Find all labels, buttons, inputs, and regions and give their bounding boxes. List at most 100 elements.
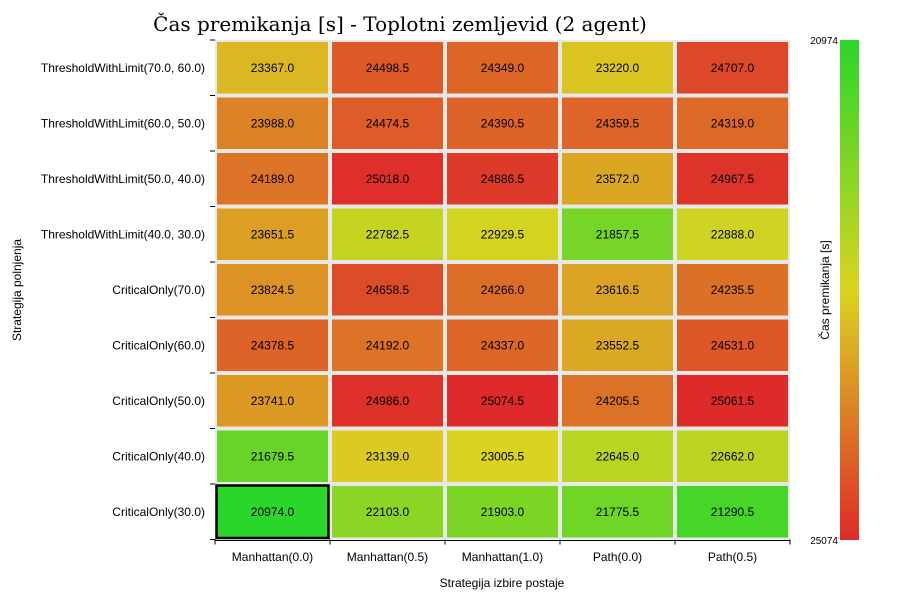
heatmap-cell — [217, 208, 328, 260]
cell-value-label: 24337.0 — [481, 338, 525, 352]
heatmap-cell — [677, 153, 788, 205]
cell-value-label: 24319.0 — [711, 116, 755, 130]
heatmap-cell — [562, 319, 673, 371]
cell-value-label: 24658.5 — [366, 283, 410, 297]
heatmap-cell — [562, 153, 673, 205]
heatmap-cell — [562, 264, 673, 316]
y-tick-label: CriticalOnly(30.0) — [112, 505, 205, 519]
heatmap-cell — [677, 375, 788, 427]
cell-value-label: 22103.0 — [366, 505, 410, 519]
heatmap-cell — [332, 97, 443, 149]
x-tick-label: Manhattan(0.5) — [347, 550, 428, 564]
heatmap-cell — [217, 375, 328, 427]
heatmap-cell — [217, 319, 328, 371]
chart-title: Čas premikanja [s] - Toplotni zemljevid … — [153, 11, 647, 36]
cell-value-label: 23552.5 — [596, 338, 640, 352]
heatmap-cell — [562, 97, 673, 149]
cell-value-label: 24498.5 — [366, 61, 410, 75]
cell-value-label: 25018.0 — [366, 172, 410, 186]
y-tick-label: CriticalOnly(50.0) — [112, 394, 205, 408]
cell-value-label: 21903.0 — [481, 505, 525, 519]
x-tick-label: Manhattan(0.0) — [232, 550, 313, 564]
cell-value-label: 22782.5 — [366, 227, 410, 241]
heatmap-cell — [562, 486, 673, 538]
y-tick-label: ThresholdWithLimit(60.0, 50.0) — [41, 116, 205, 130]
cell-value-label: 24474.5 — [366, 116, 410, 130]
cell-value-label: 24235.5 — [711, 283, 755, 297]
cell-value-label: 22662.0 — [711, 449, 755, 463]
x-tick-label: Path(0.5) — [708, 550, 757, 564]
cell-value-label: 22929.5 — [481, 227, 525, 241]
cell-value-label: 24189.0 — [251, 172, 295, 186]
heatmap-cell — [332, 430, 443, 482]
cell-value-label: 24967.5 — [711, 172, 755, 186]
x-tick-label: Path(0.0) — [593, 550, 642, 564]
x-tick-label: Manhattan(1.0) — [462, 550, 543, 564]
cell-value-label: 23741.0 — [251, 394, 295, 408]
highlighted-cell-border — [215, 484, 330, 540]
heatmap-cell — [332, 42, 443, 94]
heatmap-cell — [562, 208, 673, 260]
cell-value-label: 24531.0 — [711, 338, 755, 352]
heatmap-cell — [332, 319, 443, 371]
cell-value-label: 21290.5 — [711, 505, 755, 519]
cell-value-label: 21857.5 — [596, 227, 640, 241]
y-tick-label: CriticalOnly(70.0) — [112, 283, 205, 297]
cell-value-label: 23651.5 — [251, 227, 295, 241]
cell-value-label: 23367.0 — [251, 61, 295, 75]
cell-value-label: 21775.5 — [596, 505, 640, 519]
cell-value-label: 23005.5 — [481, 449, 525, 463]
heatmap-cell — [677, 42, 788, 94]
colorbar-tick-bottom: 25074 — [810, 536, 838, 547]
heatmap-cell — [217, 42, 328, 94]
colorbar — [840, 40, 859, 540]
heatmap-cell — [332, 375, 443, 427]
x-axis-label: Strategija izbire postaje — [440, 576, 565, 590]
cell-value-label: 20974.0 — [251, 505, 295, 519]
x-tick-labels: Manhattan(0.0) Manhattan(0.5) Manhattan(1.… — [214, 539, 791, 564]
heatmap-cell — [447, 430, 558, 482]
cell-value-label: 24986.0 — [366, 394, 410, 408]
heatmap-cell — [562, 42, 673, 94]
heatmap-cell — [677, 319, 788, 371]
heatmap-cell — [447, 153, 558, 205]
cell-value-label: 25061.5 — [711, 394, 755, 408]
cell-value-label: 22888.0 — [711, 227, 755, 241]
heatmap-cell — [677, 208, 788, 260]
heatmap-cell — [562, 430, 673, 482]
heatmap-cell — [447, 486, 558, 538]
cell-value-label: 24707.0 — [711, 61, 755, 75]
heatmap-cell — [332, 208, 443, 260]
heatmap-cell — [447, 264, 558, 316]
colorbar-label: Čas premikanja [s] — [817, 240, 832, 339]
cell-value-label: 24378.5 — [251, 338, 295, 352]
heatmap-cell — [332, 153, 443, 205]
heatmap-cell — [562, 375, 673, 427]
heatmap-cell — [447, 42, 558, 94]
heatmap-cell — [447, 375, 558, 427]
y-tick-label: ThresholdWithLimit(50.0, 40.0) — [41, 172, 205, 186]
y-tick-label: ThresholdWithLimit(70.0, 60.0) — [41, 61, 205, 75]
y-tick-label: CriticalOnly(40.0) — [112, 449, 205, 463]
heatmap-cell — [447, 319, 558, 371]
heatmap-cell — [217, 153, 328, 205]
cell-value-label: 23824.5 — [251, 283, 295, 297]
y-tick-label: ThresholdWithLimit(40.0, 30.0) — [41, 227, 205, 241]
heatmap-cell — [447, 97, 558, 149]
y-tick-label: CriticalOnly(60.0) — [112, 338, 205, 352]
y-tick-labels: ThresholdWithLimit(70.0, 60.0) ThresholdW… — [41, 39, 215, 540]
cell-value-label: 24359.5 — [596, 116, 640, 130]
y-axis-label: Strategija polnjenja — [10, 239, 24, 341]
cell-value-label: 24349.0 — [481, 61, 525, 75]
heatmap-cell — [677, 430, 788, 482]
cell-value-label: 24192.0 — [366, 338, 410, 352]
colorbar-tick-top: 20974 — [810, 36, 838, 47]
heatmap-cells: 23367.0 24498.5 24349.0 23220.0 24707.0 23988… — [215, 40, 790, 540]
heatmap-cell — [217, 264, 328, 316]
cell-value-label: 23616.5 — [596, 283, 640, 297]
heatmap-cell — [332, 264, 443, 316]
cell-value-label: 23988.0 — [251, 116, 295, 130]
heatmap-cell — [447, 208, 558, 260]
heatmap-cell — [677, 486, 788, 538]
